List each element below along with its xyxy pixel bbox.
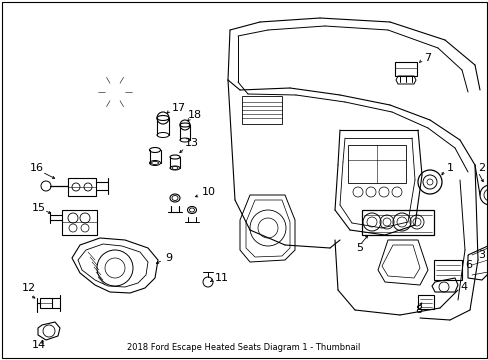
Text: 8: 8 [414, 305, 421, 315]
Text: 5: 5 [355, 243, 362, 253]
Text: 17: 17 [172, 103, 186, 113]
Text: 2018 Ford Escape Heated Seats Diagram 1 - Thumbnail: 2018 Ford Escape Heated Seats Diagram 1 … [127, 343, 360, 352]
Bar [62, 210, 97, 235]
Bar [242, 96, 282, 124]
Text: 11: 11 [215, 273, 228, 283]
Text: 14: 14 [32, 340, 46, 350]
Text: 1: 1 [446, 163, 453, 173]
Bar [40, 298, 52, 308]
Text: 3: 3 [477, 250, 484, 260]
Text: 4: 4 [459, 282, 466, 292]
Text: 9: 9 [164, 253, 172, 263]
Text: 16: 16 [30, 163, 44, 173]
Bar [394, 62, 416, 76]
Text: 2: 2 [477, 163, 484, 173]
Bar [347, 145, 405, 183]
Text: 18: 18 [187, 110, 202, 120]
Text: 6: 6 [464, 260, 471, 270]
Bar [361, 210, 433, 235]
Bar [417, 295, 433, 309]
Text: 10: 10 [202, 187, 216, 197]
Text: 12: 12 [22, 283, 36, 293]
Bar [433, 260, 461, 280]
Text: 13: 13 [184, 138, 199, 148]
Bar [68, 178, 96, 196]
Text: 7: 7 [423, 53, 430, 63]
Text: 15: 15 [32, 203, 46, 213]
